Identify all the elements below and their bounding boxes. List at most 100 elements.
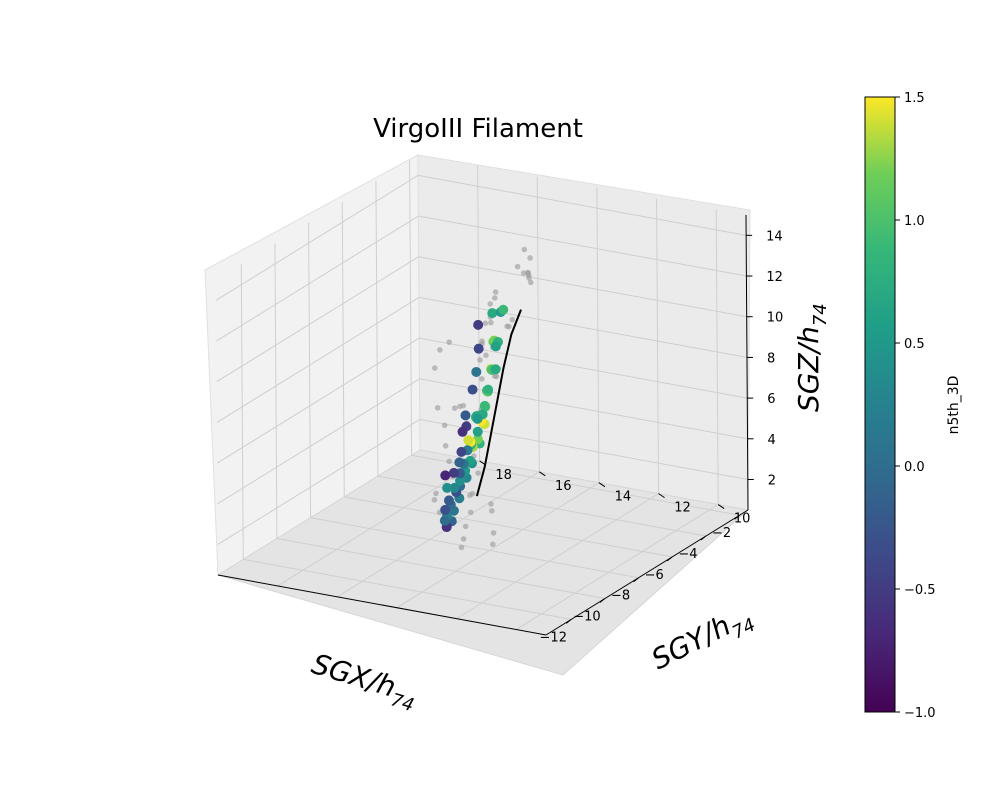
member-galaxy-point (473, 343, 484, 354)
background-galaxy-point (487, 301, 494, 307)
background-galaxy-point (446, 458, 453, 465)
grid-x-floor (377, 475, 707, 537)
colorbar-tick-label: −1.0 (904, 706, 936, 721)
x-tick-label: −12 (540, 630, 567, 645)
grid-z-left (217, 378, 420, 505)
background-galaxy-point (504, 323, 510, 330)
grid-z-left (216, 337, 420, 464)
x-tick-mark (633, 577, 639, 583)
member-galaxies (439, 304, 509, 533)
x-tick-mark (666, 556, 673, 562)
member-galaxy-point (440, 470, 451, 481)
member-galaxy-point (498, 304, 509, 315)
grid-x-back (308, 222, 312, 518)
background-galaxy-point (528, 279, 534, 286)
grid-y-side (715, 209, 719, 505)
y-tick-label: 10 (734, 512, 751, 527)
background-galaxy-point (483, 352, 489, 359)
background-galaxy-point (434, 405, 441, 411)
grid-x-floor (310, 517, 639, 579)
background-galaxy-point (488, 319, 494, 326)
background-galaxy-point (475, 470, 481, 476)
member-galaxy-point (473, 319, 484, 330)
member-galaxy-point (471, 366, 482, 377)
grid-z-left (215, 174, 419, 301)
member-galaxy-point (490, 341, 501, 352)
grid-x-back (240, 264, 244, 560)
background-galaxy-point (479, 376, 485, 382)
background-galaxy-point (527, 255, 533, 261)
y-tick-mark (538, 471, 546, 477)
z-tick-label: 2 (768, 473, 776, 488)
y-tick-mark (658, 493, 665, 499)
grid-x-floor (344, 496, 673, 558)
background-galaxy-point (466, 492, 473, 499)
background-galaxy-point (509, 316, 516, 323)
grid-z-left (216, 256, 419, 383)
y-axis-line (545, 509, 749, 636)
grid-x-floor (276, 538, 606, 600)
y-tick-label: 14 (615, 490, 632, 505)
z-axis-label: SGZ/h74 (792, 303, 831, 412)
colorbar (864, 96, 896, 713)
x-tick-mark (734, 514, 740, 520)
grid-z-left (217, 419, 421, 545)
member-galaxy-point (472, 413, 483, 424)
background-galaxy-point (490, 541, 496, 548)
grid-x-back (375, 181, 379, 477)
grid-y-floor (277, 460, 480, 587)
background-galaxy-point (521, 246, 528, 253)
colorbar-tick-label: 0.0 (904, 460, 925, 475)
background-galaxy-point (441, 422, 448, 429)
grid-y-side (656, 198, 660, 494)
x-tick-label: −10 (573, 610, 600, 625)
y-tick-label: 16 (555, 479, 572, 494)
member-galaxy-point (487, 308, 498, 319)
chart-title: VirgoIII Filament (373, 114, 583, 144)
colorbar-tick-label: −0.5 (904, 583, 936, 598)
grid-z-left (216, 215, 419, 342)
background-galaxy-point (460, 536, 467, 542)
grid-x-back (409, 160, 413, 456)
grid-y-floor (456, 493, 659, 620)
background-galaxy-point (451, 405, 458, 412)
member-galaxy-point (479, 400, 490, 411)
colorbar-label: n5th_3D (946, 376, 962, 435)
colorbar-tick-label: 1.0 (904, 214, 925, 229)
grid-lines (215, 160, 748, 630)
member-galaxy-point (456, 446, 467, 457)
background-galaxy-point (488, 501, 494, 507)
background-galaxy-point (458, 544, 465, 551)
z-tick-label: 12 (766, 270, 783, 285)
member-galaxy-point (472, 426, 483, 437)
member-galaxy-point (457, 426, 468, 437)
grid-z-back (418, 174, 747, 236)
colorbar-tick-label: 1.5 (904, 91, 925, 106)
x-tick-mark (565, 618, 572, 624)
z-tick-label: 10 (767, 311, 784, 326)
z-tick-label: 14 (766, 229, 783, 244)
grid-x-back (274, 243, 278, 539)
x-tick-label: −8 (611, 589, 630, 604)
background-galaxy-point (491, 295, 498, 301)
background-galaxy-point (462, 523, 469, 530)
member-galaxy-point (449, 482, 460, 493)
y-tick-mark (598, 482, 606, 488)
grid-y-side (536, 176, 540, 472)
member-galaxy-point (490, 364, 501, 375)
grid-y-floor (337, 471, 540, 598)
member-galaxy-point (443, 495, 454, 506)
background-galaxy-point (433, 490, 439, 497)
grid-y-floor (515, 504, 719, 630)
grid-z-left (216, 296, 420, 423)
y-tick-label: 18 (495, 468, 512, 483)
background-galaxy-point (492, 289, 499, 295)
y-axis-ticks: 10 12 14 16 18 (479, 460, 751, 527)
x-axis-label: SGX/h74 (306, 647, 421, 716)
background-galaxy-point (437, 347, 443, 353)
x-tick-mark (599, 598, 606, 603)
x-tick-label: −4 (678, 547, 697, 562)
y-tick-label: 12 (674, 501, 691, 516)
y-axis-label: SGY/h74 (646, 598, 759, 681)
